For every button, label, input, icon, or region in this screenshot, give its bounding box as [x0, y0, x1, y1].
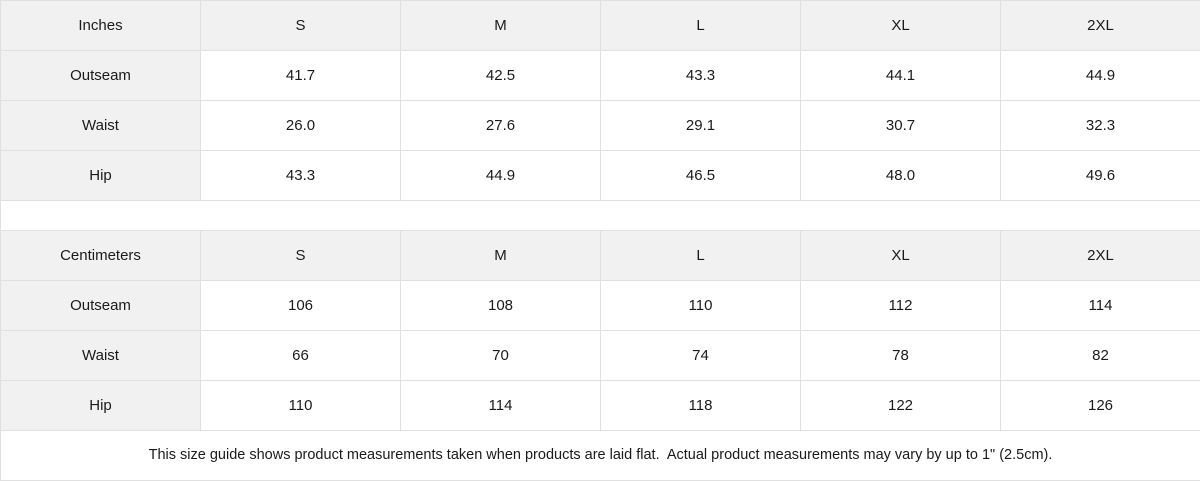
cell-waist-s-inches: 26.0 [201, 101, 401, 151]
size-header-m-cm: M [401, 231, 601, 281]
cell-waist-xl-cm: 78 [801, 331, 1001, 381]
cell-waist-s-cm: 66 [201, 331, 401, 381]
cell-outseam-2xl-inches: 44.9 [1001, 51, 1200, 101]
cell-outseam-m-inches: 42.5 [401, 51, 601, 101]
cell-hip-m-cm: 114 [401, 381, 601, 431]
table-row: Outseam 106 108 110 112 114 [1, 281, 1200, 331]
cell-outseam-l-cm: 110 [601, 281, 801, 331]
cell-hip-2xl-cm: 126 [1001, 381, 1200, 431]
size-header-l: L [601, 1, 801, 51]
table-row: Hip 110 114 118 122 126 [1, 381, 1200, 431]
table-spacer-row [1, 201, 1200, 231]
cell-waist-l-cm: 74 [601, 331, 801, 381]
table-row: Hip 43.3 44.9 46.5 48.0 49.6 [1, 151, 1200, 201]
cell-hip-xl-cm: 122 [801, 381, 1001, 431]
cell-waist-m-inches: 27.6 [401, 101, 601, 151]
cell-outseam-2xl-cm: 114 [1001, 281, 1200, 331]
cell-waist-2xl-cm: 82 [1001, 331, 1200, 381]
size-header-m: M [401, 1, 601, 51]
measurement-label-hip-cm: Hip [1, 381, 201, 431]
cell-hip-xl-inches: 48.0 [801, 151, 1001, 201]
table-spacer-cell [1, 201, 1200, 231]
size-header-2xl-cm: 2XL [1001, 231, 1200, 281]
cell-hip-l-inches: 46.5 [601, 151, 801, 201]
cell-outseam-s-cm: 106 [201, 281, 401, 331]
table-row: Waist 26.0 27.6 29.1 30.7 32.3 [1, 101, 1200, 151]
cell-outseam-s-inches: 41.7 [201, 51, 401, 101]
cell-hip-m-inches: 44.9 [401, 151, 601, 201]
size-header-s-cm: S [201, 231, 401, 281]
cell-outseam-xl-inches: 44.1 [801, 51, 1001, 101]
size-header-xl: XL [801, 1, 1001, 51]
measurement-label-outseam-inches: Outseam [1, 51, 201, 101]
cell-hip-2xl-inches: 49.6 [1001, 151, 1200, 201]
size-header-2xl: 2XL [1001, 1, 1200, 51]
cell-outseam-m-cm: 108 [401, 281, 601, 331]
size-header-l-cm: L [601, 231, 801, 281]
measurement-label-waist-inches: Waist [1, 101, 201, 151]
measurement-label-outseam-cm: Outseam [1, 281, 201, 331]
cell-waist-l-inches: 29.1 [601, 101, 801, 151]
cell-hip-l-cm: 118 [601, 381, 801, 431]
table-header-row-centimeters: Centimeters S M L XL 2XL [1, 231, 1200, 281]
measurement-label-waist-cm: Waist [1, 331, 201, 381]
size-header-xl-cm: XL [801, 231, 1001, 281]
cell-waist-2xl-inches: 32.3 [1001, 101, 1200, 151]
measurement-label-hip-inches: Hip [1, 151, 201, 201]
table-header-row-inches: Inches S M L XL 2XL [1, 1, 1200, 51]
unit-label-centimeters: Centimeters [1, 231, 201, 281]
unit-label-inches: Inches [1, 1, 201, 51]
cell-outseam-l-inches: 43.3 [601, 51, 801, 101]
cell-hip-s-cm: 110 [201, 381, 401, 431]
size-header-s: S [201, 1, 401, 51]
table-row: Waist 66 70 74 78 82 [1, 331, 1200, 381]
cell-hip-s-inches: 43.3 [201, 151, 401, 201]
cell-waist-xl-inches: 30.7 [801, 101, 1001, 151]
cell-waist-m-cm: 70 [401, 331, 601, 381]
cell-outseam-xl-cm: 112 [801, 281, 1001, 331]
table-row: Outseam 41.7 42.5 43.3 44.1 44.9 [1, 51, 1200, 101]
size-guide-footnote-row: This size guide shows product measuremen… [1, 431, 1200, 481]
size-guide-footnote: This size guide shows product measuremen… [1, 431, 1200, 481]
